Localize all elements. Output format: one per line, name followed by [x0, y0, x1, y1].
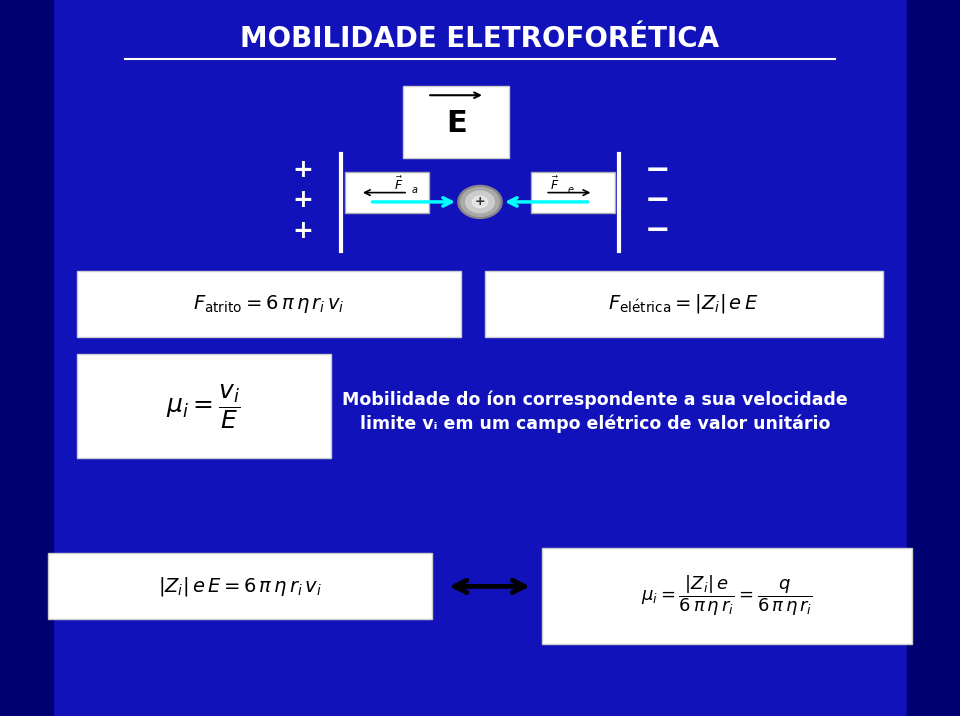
Text: −: −: [645, 216, 670, 245]
Text: +: +: [292, 158, 313, 183]
Text: limite vᵢ em um campo elétrico de valor unitário: limite vᵢ em um campo elétrico de valor …: [360, 415, 830, 433]
Text: +: +: [292, 218, 313, 243]
FancyBboxPatch shape: [77, 354, 331, 458]
Text: −: −: [645, 156, 670, 185]
Text: $|Z_i|\,e\,E = 6\,\pi\,\eta\,r_i\,v_i$: $|Z_i|\,e\,E = 6\,\pi\,\eta\,r_i\,v_i$: [157, 575, 323, 598]
FancyBboxPatch shape: [485, 271, 883, 337]
Text: −: −: [645, 186, 670, 215]
Text: +: +: [292, 188, 313, 213]
Text: $F_{\mathrm{el\acute{e}trica}} = |Z_i|\,e\,E$: $F_{\mathrm{el\acute{e}trica}} = |Z_i|\,…: [609, 292, 758, 315]
Text: $a$: $a$: [411, 185, 419, 195]
Text: $\vec{F}$: $\vec{F}$: [550, 175, 560, 193]
Circle shape: [461, 188, 499, 216]
Text: Mobilidade do íon correspondente a sua velocidade: Mobilidade do íon correspondente a sua v…: [343, 390, 848, 409]
Circle shape: [466, 191, 494, 213]
Bar: [0, 0, 53, 716]
Text: $e$: $e$: [567, 185, 575, 195]
FancyBboxPatch shape: [345, 172, 429, 213]
Text: $\vec{F}$: $\vec{F}$: [394, 175, 403, 193]
Text: $\mu_i = \dfrac{v_i}{E}$: $\mu_i = \dfrac{v_i}{E}$: [166, 382, 241, 431]
Text: +: +: [474, 195, 486, 208]
FancyBboxPatch shape: [542, 548, 912, 644]
Circle shape: [472, 196, 488, 208]
Circle shape: [458, 185, 502, 218]
Text: $\mu_i = \dfrac{|Z_i|\,e}{6\,\pi\,\eta\,r_i} = \dfrac{q}{6\,\pi\,\eta\,r_i}$: $\mu_i = \dfrac{|Z_i|\,e}{6\,\pi\,\eta\,…: [640, 574, 813, 618]
Bar: [907, 0, 960, 716]
FancyBboxPatch shape: [48, 553, 432, 619]
FancyBboxPatch shape: [403, 86, 509, 158]
FancyBboxPatch shape: [77, 271, 461, 337]
Text: $F_{\mathrm{atrito}} = 6\,\pi\,\eta\,r_i\,v_i$: $F_{\mathrm{atrito}} = 6\,\pi\,\eta\,r_i…: [193, 293, 345, 314]
FancyBboxPatch shape: [531, 172, 615, 213]
Text: $\mathbf{E}$: $\mathbf{E}$: [445, 110, 467, 138]
Text: MOBILIDADE ELETROFORÉTICA: MOBILIDADE ELETROFORÉTICA: [240, 25, 720, 54]
